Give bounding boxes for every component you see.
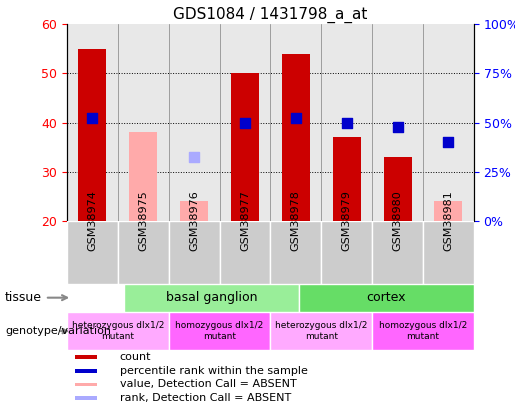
- Text: tissue: tissue: [5, 291, 67, 304]
- Point: [444, 139, 453, 145]
- Bar: [118, 24, 169, 221]
- Bar: [219, 24, 270, 221]
- Bar: [180, 201, 208, 221]
- Bar: [125, 284, 299, 312]
- Text: GSM38981: GSM38981: [443, 190, 453, 251]
- Bar: [169, 24, 219, 221]
- Bar: [67, 24, 118, 221]
- Point: [342, 119, 351, 126]
- Text: GSM38976: GSM38976: [189, 190, 199, 251]
- Bar: [219, 221, 270, 284]
- Text: percentile rank within the sample: percentile rank within the sample: [120, 366, 308, 376]
- Bar: [372, 312, 474, 350]
- Text: GSM38979: GSM38979: [341, 190, 352, 251]
- Text: homozygous dlx1/2
mutant: homozygous dlx1/2 mutant: [379, 322, 467, 341]
- Point: [241, 119, 249, 126]
- Bar: [75, 396, 97, 400]
- Text: cortex: cortex: [367, 291, 406, 304]
- Bar: [299, 284, 474, 312]
- Point: [393, 124, 402, 131]
- Bar: [270, 312, 372, 350]
- Text: value, Detection Call = ABSENT: value, Detection Call = ABSENT: [120, 379, 297, 390]
- Text: basal ganglion: basal ganglion: [166, 291, 258, 304]
- Bar: [423, 24, 474, 221]
- Bar: [434, 201, 462, 221]
- Bar: [75, 369, 97, 373]
- Bar: [321, 24, 372, 221]
- Bar: [372, 221, 423, 284]
- Text: heterozygous dlx1/2
mutant: heterozygous dlx1/2 mutant: [275, 322, 367, 341]
- Bar: [78, 49, 107, 221]
- Text: count: count: [120, 352, 151, 362]
- Bar: [270, 221, 321, 284]
- Text: rank, Detection Call = ABSENT: rank, Detection Call = ABSENT: [120, 393, 291, 403]
- Text: GSM38980: GSM38980: [392, 190, 403, 251]
- Bar: [372, 24, 423, 221]
- Bar: [129, 132, 157, 221]
- Bar: [75, 355, 97, 359]
- Bar: [75, 383, 97, 386]
- Bar: [169, 312, 270, 350]
- Bar: [384, 157, 411, 221]
- Bar: [333, 137, 360, 221]
- Bar: [67, 221, 118, 284]
- Title: GDS1084 / 1431798_a_at: GDS1084 / 1431798_a_at: [173, 7, 368, 23]
- Text: GSM38975: GSM38975: [138, 190, 148, 251]
- Bar: [118, 221, 169, 284]
- Text: heterozygous dlx1/2
mutant: heterozygous dlx1/2 mutant: [72, 322, 164, 341]
- Text: homozygous dlx1/2
mutant: homozygous dlx1/2 mutant: [176, 322, 264, 341]
- Bar: [169, 221, 219, 284]
- Text: genotype/variation: genotype/variation: [5, 326, 111, 336]
- Point: [88, 114, 96, 121]
- Bar: [282, 54, 310, 221]
- Bar: [231, 73, 259, 221]
- Bar: [270, 24, 321, 221]
- Point: [291, 114, 300, 121]
- Text: GSM38977: GSM38977: [240, 190, 250, 251]
- Bar: [321, 221, 372, 284]
- Point: [190, 153, 198, 160]
- Text: GSM38978: GSM38978: [291, 190, 301, 251]
- Bar: [67, 312, 169, 350]
- Bar: [423, 221, 474, 284]
- Text: GSM38974: GSM38974: [88, 190, 97, 251]
